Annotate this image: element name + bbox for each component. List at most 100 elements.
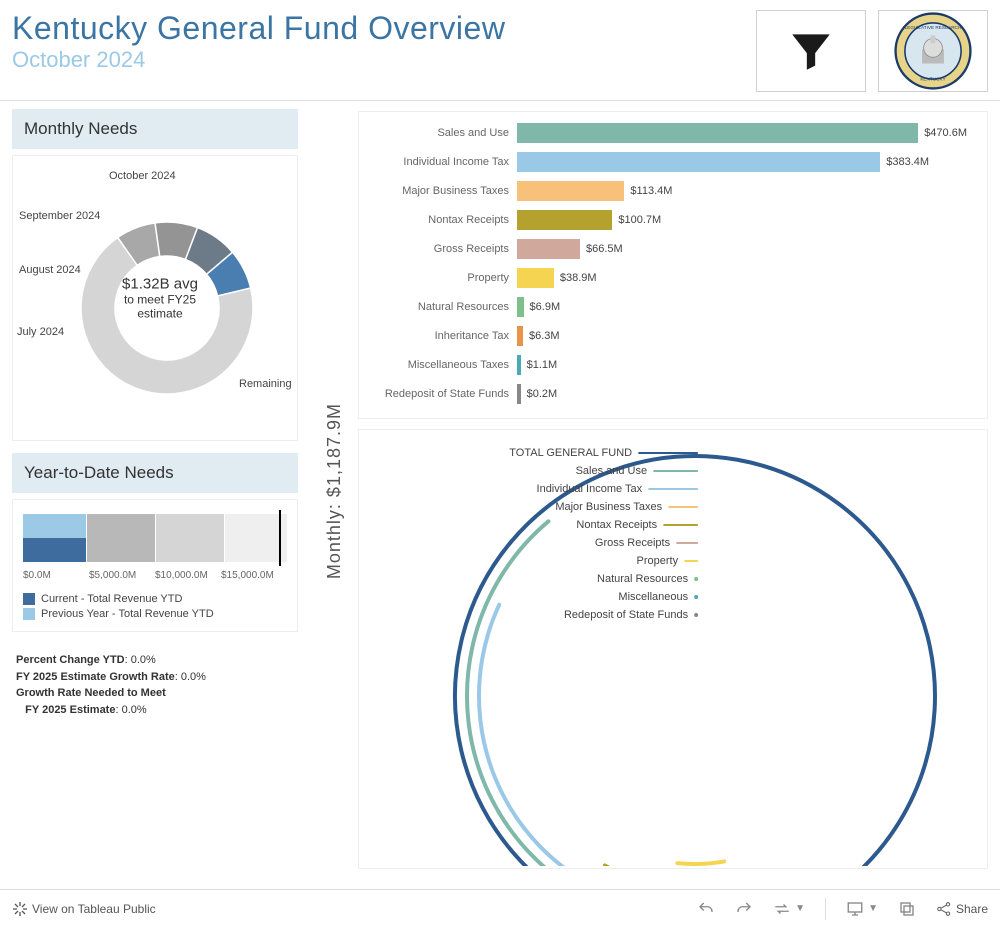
bar-value: $470.6M	[924, 127, 967, 139]
bar-label: Nontax Receipts	[369, 214, 509, 226]
arc-legend-item: Natural Resources	[509, 570, 698, 588]
page-subtitle: October 2024	[12, 47, 756, 73]
filter-button[interactable]	[756, 10, 866, 92]
arc-legend-item: Miscellaneous	[509, 588, 698, 606]
donut-center-line3: estimate	[105, 307, 215, 321]
arc-legend-item: Property	[509, 552, 698, 570]
bar-value: $38.9M	[560, 272, 597, 284]
revert-icon	[773, 900, 791, 918]
arc-legend-item: Nontax Receipts	[509, 516, 698, 534]
download-button[interactable]	[898, 900, 916, 918]
undo-icon	[697, 900, 715, 918]
bar-row[interactable]: Individual Income Tax $383.4M	[369, 147, 967, 176]
bar-fill	[517, 384, 521, 404]
redo-icon	[735, 900, 753, 918]
bar-fill	[517, 152, 880, 172]
donut-slice-label: Remaining	[239, 378, 292, 390]
redo-button[interactable]	[735, 900, 753, 918]
donut-slice-label: July 2024	[17, 326, 64, 338]
bar-label: Major Business Taxes	[369, 185, 509, 197]
bar-row[interactable]: Major Business Taxes$113.4M	[369, 176, 967, 205]
ytd-legend: Current - Total Revenue YTD Previous Year…	[23, 593, 287, 620]
bar-label: Property	[369, 272, 509, 284]
stat-row: Growth Rate Needed to Meet	[16, 685, 294, 702]
main: Monthly Needs $1.32B avg to meet FY25 es…	[0, 101, 1000, 881]
x-tick: $10,000.0M	[155, 570, 221, 581]
share-icon	[936, 901, 952, 917]
mid-column: Monthly: $1,187.9M	[310, 101, 358, 881]
category-bar-chart[interactable]: Sales and Use $470.6M Individual Income Ta…	[358, 111, 988, 419]
bar-row[interactable]: Sales and Use $470.6M	[369, 118, 967, 147]
bar-row[interactable]: Miscellaneous Taxes $1.1M	[369, 350, 967, 379]
bar-row[interactable]: Natural Resources $6.9M	[369, 292, 967, 321]
donut-center: $1.32B avg to meet FY25 estimate	[105, 276, 215, 321]
stat-row: FY 2025 Estimate: 0.0%	[16, 702, 294, 719]
arc-legend-item: Major Business Taxes	[509, 498, 698, 516]
bar-value: $66.5M	[586, 243, 623, 255]
bar-row[interactable]: Redeposit of State Funds$0.2M	[369, 379, 967, 408]
stat-row: FY 2025 Estimate Growth Rate: 0.0%	[16, 669, 294, 686]
bar-value: $6.3M	[529, 330, 560, 342]
right-column: Sales and Use $470.6M Individual Income Ta…	[358, 101, 1000, 881]
bar-fill	[517, 355, 521, 375]
monthly-needs-title: Monthly Needs	[12, 109, 298, 149]
x-tick: $0.0M	[23, 570, 89, 581]
share-label: Share	[956, 902, 988, 916]
bar-fill	[517, 210, 612, 230]
funnel-icon	[786, 26, 836, 76]
x-tick: $15,000.0M	[221, 570, 287, 581]
bar-fill	[517, 181, 624, 201]
bar-fill	[517, 268, 554, 288]
bar-label: Sales and Use	[369, 127, 509, 139]
presentation-button[interactable]: ▼	[846, 900, 878, 918]
bar-value: $100.7M	[618, 214, 661, 226]
bar-row[interactable]: Gross Receipts$66.5M	[369, 234, 967, 263]
share-button[interactable]: Share	[936, 901, 988, 917]
bar-value: $6.9M	[530, 301, 561, 313]
arc-legend-item: Gross Receipts	[509, 534, 698, 552]
donut-slice-label: August 2024	[19, 264, 81, 276]
bar-row[interactable]: Inheritance Tax $6.3M	[369, 321, 967, 350]
page-title: Kentucky General Fund Overview	[12, 10, 756, 47]
download-icon	[898, 900, 916, 918]
monthly-needs-panel: $1.32B avg to meet FY25 estimate October…	[12, 155, 298, 441]
bar-label: Inheritance Tax	[369, 330, 509, 342]
bar-value: $1.1M	[527, 359, 558, 371]
donut-center-line1: $1.32B avg	[105, 276, 215, 293]
bar-value: $383.4M	[886, 156, 929, 168]
seal-logo: LEGISLATIVE RESEARCH KENTUCKY	[878, 10, 988, 92]
ytd-needs-panel: $0.0M$5,000.0M$10,000.0M$15,000.0M Curre…	[12, 499, 298, 632]
seal-icon: LEGISLATIVE RESEARCH KENTUCKY	[894, 12, 972, 90]
presentation-icon	[846, 900, 864, 918]
monthly-total-label: Monthly: $1,187.9M	[324, 403, 345, 579]
svg-text:LEGISLATIVE RESEARCH: LEGISLATIVE RESEARCH	[905, 25, 962, 30]
bar-label: Miscellaneous Taxes	[369, 359, 509, 371]
arc-legend-item: Individual Income Tax	[509, 480, 698, 498]
bar-label: Individual Income Tax	[369, 156, 509, 168]
arc-legend-item: Sales and Use	[509, 462, 698, 480]
bar-label: Natural Resources	[369, 301, 509, 313]
bar-row[interactable]: Nontax Receipts $100.7M	[369, 205, 967, 234]
tableau-label: View on Tableau Public	[32, 902, 156, 916]
legend-item: Previous Year - Total Revenue YTD	[23, 608, 287, 620]
arc-legend-item: TOTAL GENERAL FUND	[509, 444, 698, 462]
bar-fill	[517, 123, 918, 143]
ytd-stacked-bar[interactable]	[23, 514, 287, 562]
svg-text:KENTUCKY: KENTUCKY	[920, 77, 945, 82]
arc-legend-item: Redeposit of State Funds	[509, 606, 698, 624]
undo-button[interactable]	[697, 900, 715, 918]
donut-slice-label: October 2024	[109, 170, 176, 182]
tableau-public-link[interactable]: View on Tableau Public	[12, 901, 156, 917]
bar-row[interactable]: Property $38.9M	[369, 263, 967, 292]
arc-legend: TOTAL GENERAL FUNDSales and UseIndividua…	[509, 444, 698, 624]
left-column: Monthly Needs $1.32B avg to meet FY25 es…	[0, 101, 310, 881]
legend-item: Current - Total Revenue YTD	[23, 593, 287, 605]
bar-fill	[517, 326, 523, 346]
ytd-stats: Percent Change YTD: 0.0%FY 2025 Estimate…	[12, 644, 298, 726]
revert-button[interactable]: ▼	[773, 900, 805, 918]
arc-panel[interactable]: TOTAL GENERAL FUNDSales and UseIndividua…	[358, 429, 988, 869]
bar-fill	[517, 297, 524, 317]
toolbar: View on Tableau Public ▼ ▼ Share	[0, 889, 1000, 927]
stat-row: Percent Change YTD: 0.0%	[16, 652, 294, 669]
donut-chart[interactable]: $1.32B avg to meet FY25 estimate October…	[25, 168, 295, 428]
